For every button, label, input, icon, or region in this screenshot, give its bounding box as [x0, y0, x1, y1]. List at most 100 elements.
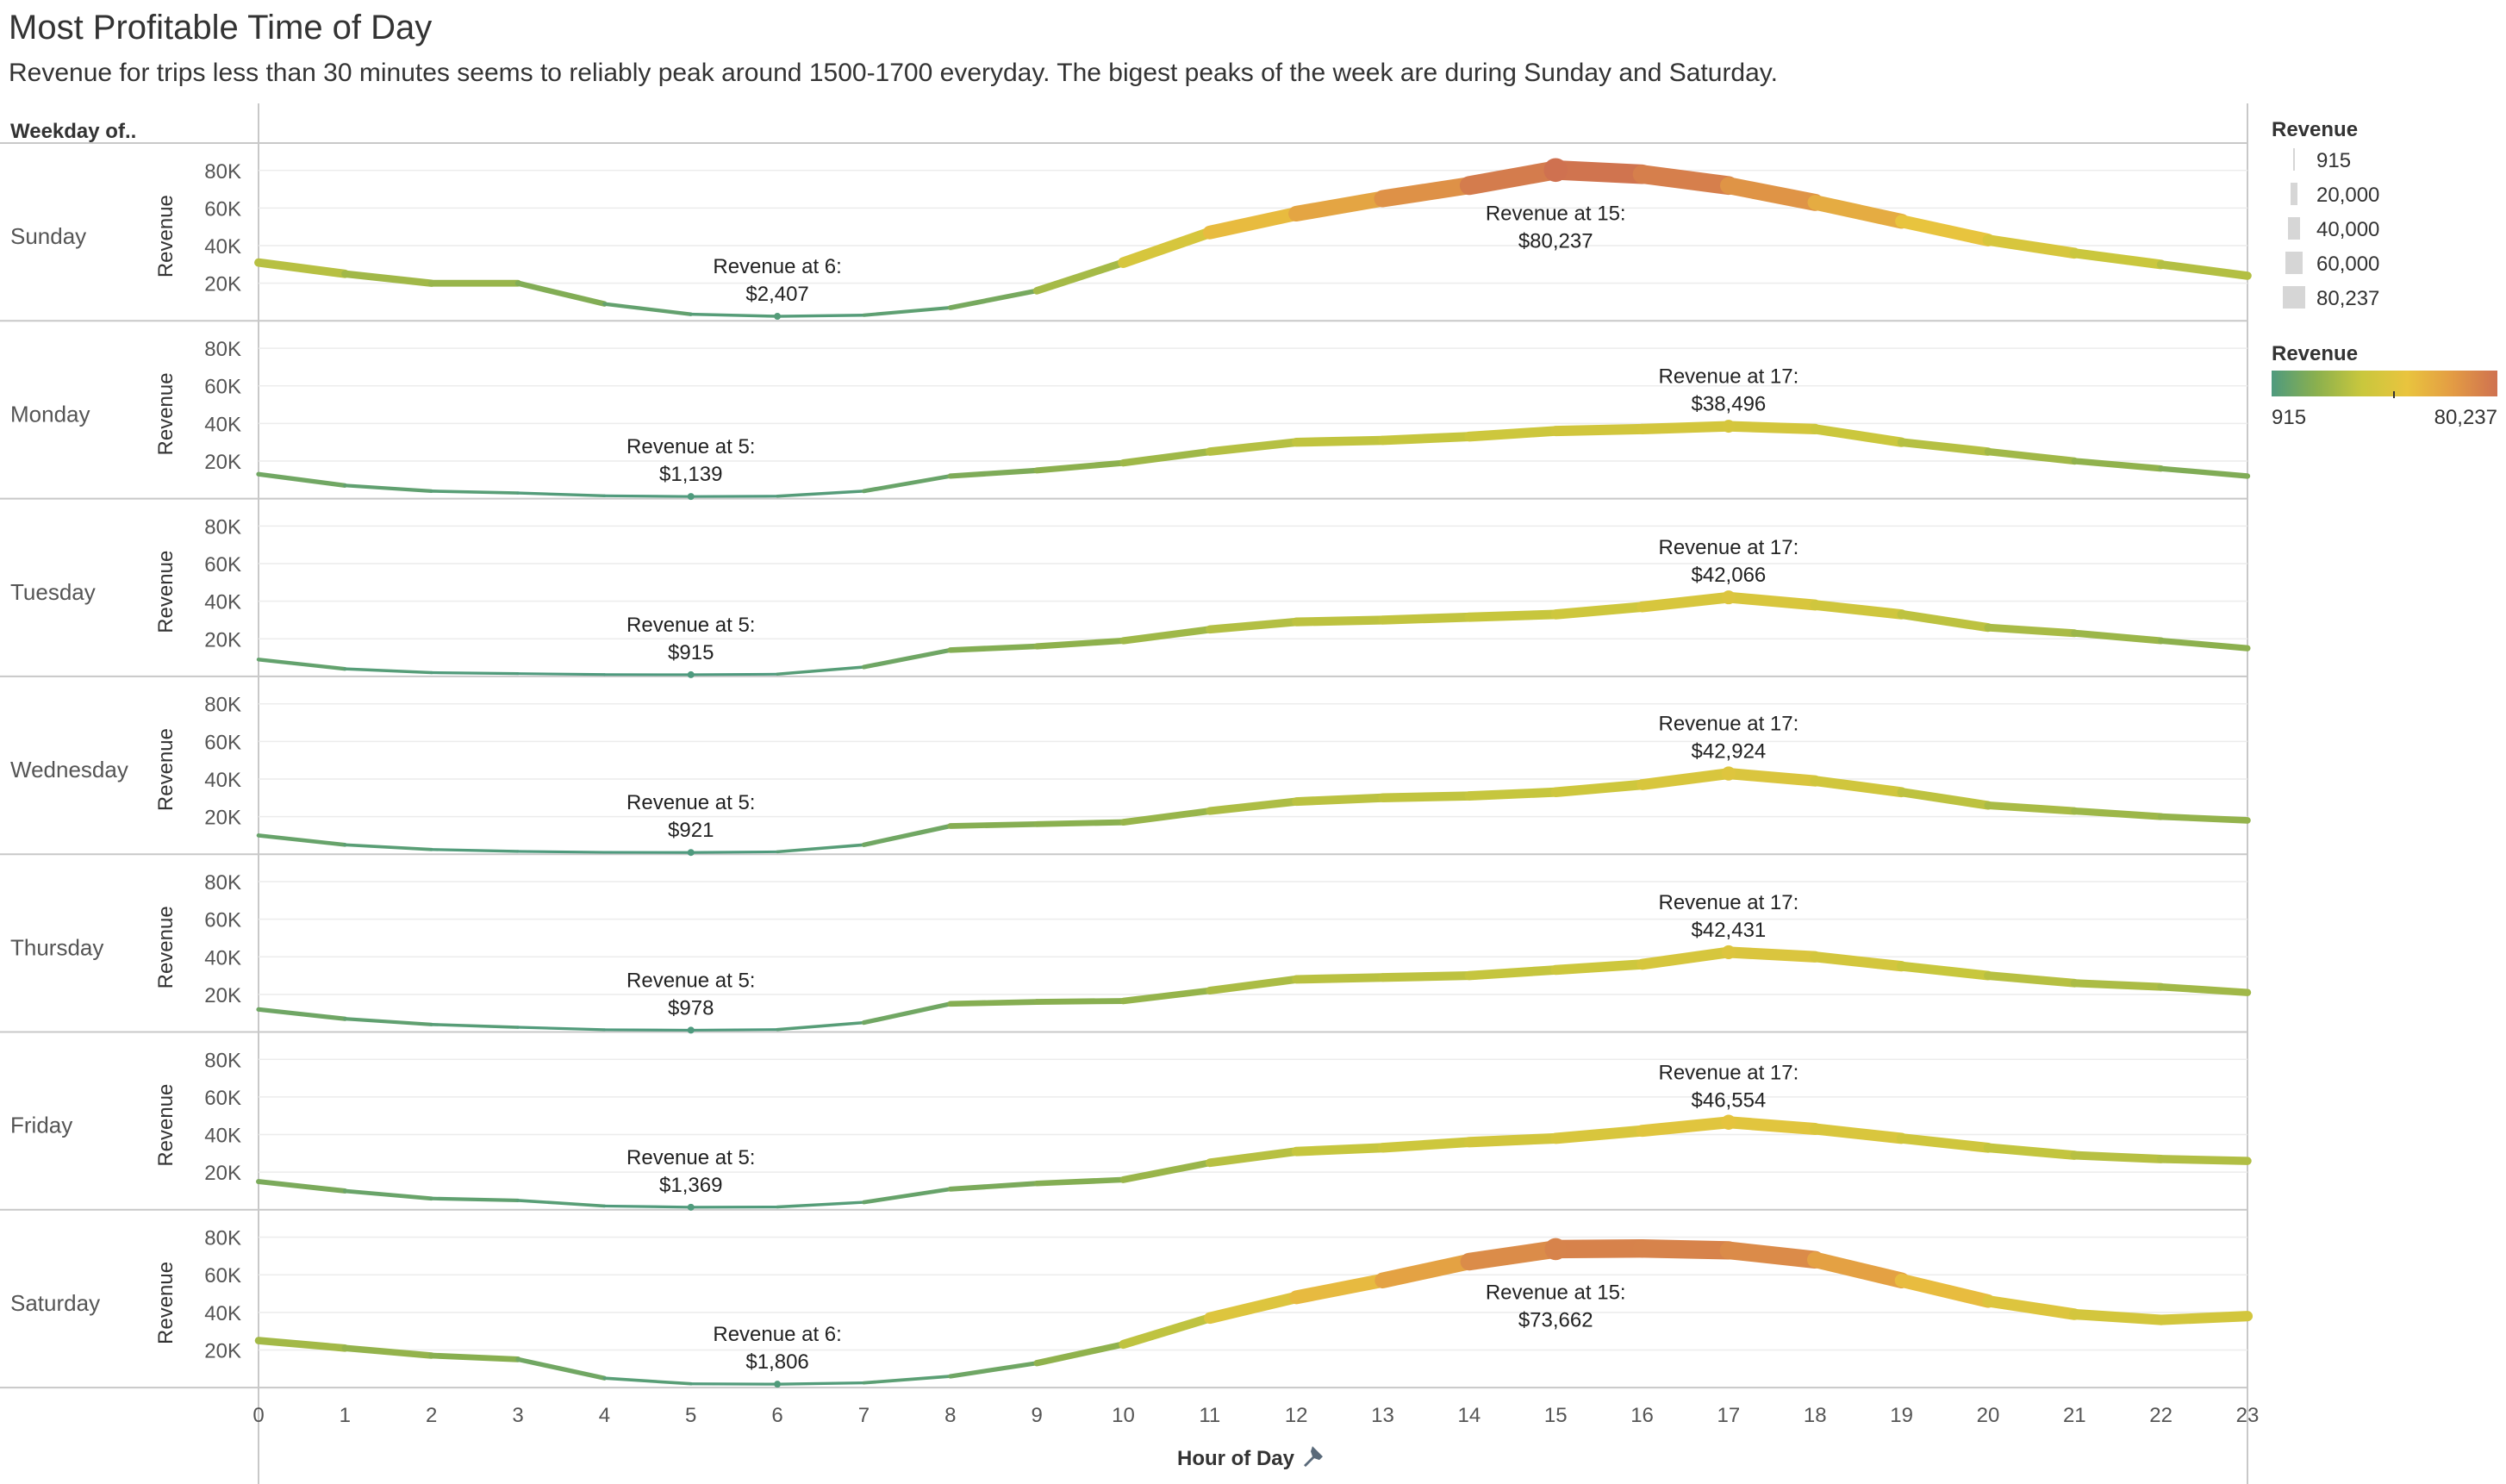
annotation-label: Revenue at 6:: [713, 255, 841, 278]
line-segment: [256, 833, 347, 847]
line-segment: [602, 1376, 693, 1386]
line-segment: [1291, 435, 1387, 447]
line-segment: [1810, 424, 1907, 447]
line-segment: [2071, 629, 2165, 645]
y-tick-label: 60K: [204, 553, 241, 577]
annotation-value: $42,066: [1692, 564, 1767, 587]
line-segment: [1205, 1147, 1301, 1168]
line-segment: [1032, 259, 1127, 295]
y-tick-label: 40K: [204, 413, 241, 436]
annotation-label: Revenue at 17:: [1659, 1061, 1799, 1084]
min-point-marker: [774, 1381, 782, 1388]
line-segment: [1292, 793, 1387, 807]
line-segment: [1810, 600, 1907, 620]
line-segment: [1982, 1295, 2081, 1320]
line-segment: [689, 672, 779, 677]
min-point-marker: [687, 493, 695, 501]
line-segment: [776, 1200, 866, 1209]
line-segment: [947, 1181, 1040, 1192]
line-segment: [1636, 591, 1735, 613]
line-segment: [1723, 591, 1821, 611]
line-segment: [1632, 165, 1738, 196]
size-legend-label: 20,000: [2316, 184, 2379, 207]
line-segment: [861, 1001, 953, 1026]
peak-point-marker: [1722, 420, 1736, 433]
line-segment: [1033, 1341, 1127, 1367]
line-segment: [2155, 1311, 2254, 1325]
line-segment: [1204, 1291, 1302, 1325]
line-segment: [1033, 819, 1126, 827]
line-segment: [1806, 1251, 1910, 1289]
line-segment: [1119, 447, 1213, 467]
line-segment: [1982, 234, 2080, 259]
annotation-value: $915: [668, 641, 714, 664]
line-segment: [1378, 970, 1474, 982]
annotation-label: Revenue at 5:: [626, 791, 755, 814]
y-tick-label: 80K: [204, 160, 241, 184]
annotation-label: Revenue at 17:: [1659, 536, 1799, 559]
line-segment: [1202, 207, 1304, 240]
min-point-marker: [687, 1026, 695, 1034]
line-segment: [2158, 465, 2251, 479]
panel-monday: 20K 40K 60K 80K Monday Revenue Revenue at 5: $1…: [0, 338, 2251, 501]
line-segment: [1292, 615, 1387, 627]
line-segment: [516, 491, 607, 497]
annotation-value: $2,407: [745, 283, 808, 306]
row-label-monday: Monday: [10, 401, 90, 427]
y-tick-label: 40K: [204, 1125, 241, 1148]
panel-sunday: 20K 40K 60K 80K Sunday Revenue Revenue at 6: $2…: [0, 158, 2252, 322]
line-segment: [256, 1007, 347, 1021]
annotation-label: Revenue at 5:: [626, 969, 755, 992]
y-tick-label: 80K: [204, 338, 241, 361]
line-segment: [430, 670, 520, 676]
line-segment: [1464, 787, 1561, 801]
x-tick-label: 5: [685, 1404, 696, 1427]
x-tick-label: 12: [1285, 1404, 1308, 1427]
x-tick-label: 9: [1031, 1404, 1042, 1427]
row-label-sunday: Sunday: [10, 223, 86, 249]
panel-friday: 20K 40K 60K 80K Friday Revenue Revenue at 5: $1…: [0, 1049, 2252, 1211]
line-segment: [429, 1022, 520, 1029]
line-segment: [254, 1337, 349, 1352]
line-segment: [1894, 1273, 1995, 1308]
line-segment: [1206, 617, 1300, 634]
color-legend-title: Revenue: [2272, 342, 2358, 365]
annotation-label: Revenue at 17:: [1659, 365, 1799, 389]
line-segment: [1119, 1313, 1214, 1350]
line-segment: [2157, 813, 2251, 824]
y-tick-label: 20K: [204, 1162, 241, 1185]
y-tick-label: 20K: [204, 984, 241, 1007]
line-segment: [776, 1020, 866, 1032]
line-segment: [2156, 1155, 2252, 1165]
line-segment: [1378, 791, 1474, 802]
line-segment: [514, 280, 608, 307]
line-segment: [1460, 1240, 1565, 1271]
line-segment: [343, 483, 433, 493]
line-segment: [947, 288, 1039, 310]
line-segment: [342, 1188, 434, 1201]
annotation-label: Revenue at 17:: [1659, 713, 1799, 736]
annotation-value: $46,554: [1692, 1088, 1767, 1112]
y-tick-label: 40K: [204, 946, 241, 970]
line-segment: [1549, 1125, 1648, 1144]
line-segment: [1550, 423, 1648, 437]
line-segment: [862, 1187, 953, 1205]
line-segment: [602, 302, 693, 316]
annotation-label: Revenue at 6:: [713, 1323, 841, 1346]
line-segment: [1033, 459, 1127, 474]
peak-point-marker: [1721, 590, 1736, 605]
size-legend-label: 80,237: [2316, 287, 2379, 310]
line-segment: [1377, 1137, 1474, 1153]
row-label-saturday: Saturday: [10, 1290, 100, 1316]
line-segment: [343, 1017, 433, 1026]
line-segment: [689, 850, 779, 854]
line-segment: [256, 1179, 348, 1194]
y-tick-label: 60K: [204, 197, 241, 221]
line-segment: [254, 258, 350, 278]
line-segment: [1033, 1176, 1126, 1187]
line-segment: [862, 306, 952, 317]
line-segment: [947, 820, 1040, 829]
line-segment: [2158, 637, 2251, 652]
line-segment: [341, 270, 435, 287]
y-tick-label: 60K: [204, 1264, 241, 1288]
